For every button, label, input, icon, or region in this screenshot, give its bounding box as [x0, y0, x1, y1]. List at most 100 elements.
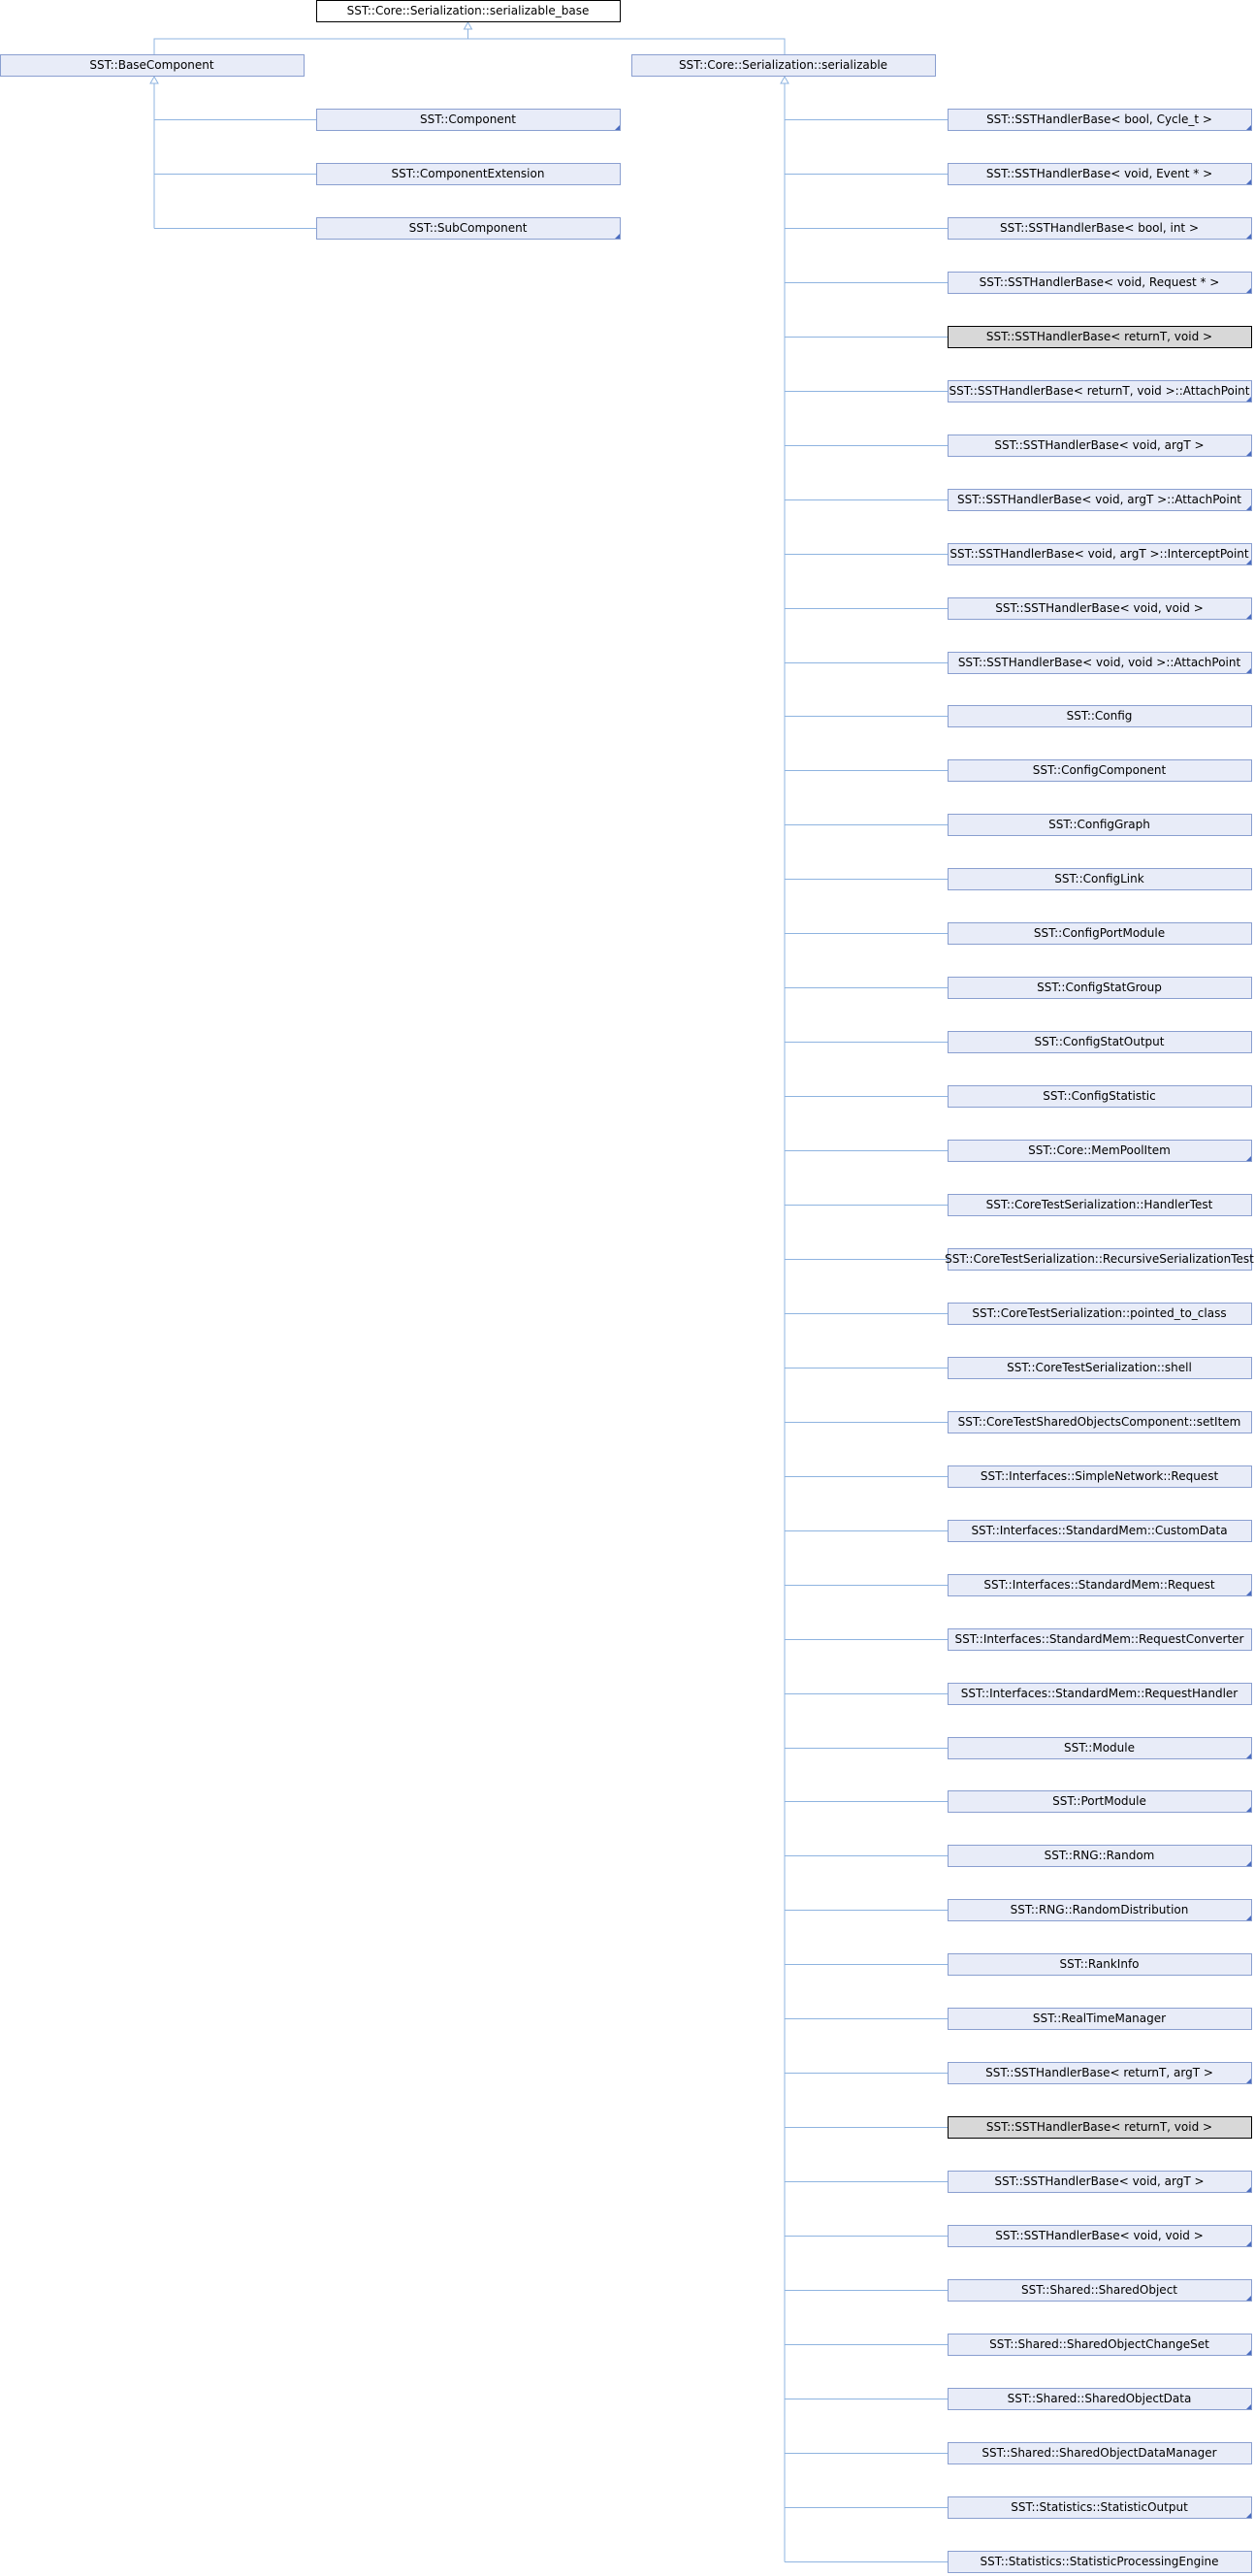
- subclass-sst-shared-sharedobjectdatamanager[interactable]: SST::Shared::SharedObjectDataManager: [948, 2442, 1252, 2464]
- class-box: [948, 2116, 1252, 2139]
- more-children-marker: [1246, 1916, 1251, 1920]
- subclass-sst-shared-sharedobjectchangeset[interactable]: SST::Shared::SharedObjectChangeSet: [948, 2334, 1252, 2356]
- class-box: [948, 2388, 1252, 2410]
- more-children-marker: [615, 125, 620, 130]
- subclass-sst-ssthandlerbase-void-argt[interactable]: SST::SSTHandlerBase< void, argT >: [948, 435, 1252, 457]
- class-label: SST::SSTHandlerBase< void, void >: [995, 601, 1204, 615]
- class-box: [948, 109, 1252, 131]
- subclass-sst-componentextension[interactable]: SST::ComponentExtension: [316, 163, 621, 185]
- subclass-sst-configstatoutput[interactable]: SST::ConfigStatOutput: [948, 1031, 1252, 1053]
- subclass-sst-configportmodule[interactable]: SST::ConfigPortModule: [948, 922, 1252, 945]
- class-label: SST::ComponentExtension: [392, 167, 545, 180]
- subclass-sst-realtimemanager[interactable]: SST::RealTimeManager: [948, 2008, 1252, 2030]
- class-box: [0, 54, 305, 77]
- subclass-sst-rng-random[interactable]: SST::RNG::Random: [948, 1845, 1252, 1867]
- subclass-sst-core-mempoolitem[interactable]: SST::Core::MemPoolItem: [948, 1140, 1252, 1162]
- parent-class-sst-basecomponent[interactable]: SST::BaseComponent: [0, 54, 305, 77]
- root-class-sst-core-serialization-serializable-base[interactable]: SST::Core::Serialization::serializable_b…: [316, 0, 621, 22]
- subclass-sst-ssthandlerbase-void-void[interactable]: SST::SSTHandlerBase< void, void >: [948, 2225, 1252, 2247]
- class-box: [948, 326, 1252, 348]
- more-children-marker: [1246, 234, 1251, 239]
- subclass-sst-configlink[interactable]: SST::ConfigLink: [948, 868, 1252, 890]
- class-label: SST::SSTHandlerBase< void, void >::Attac…: [958, 656, 1241, 669]
- edges: [149, 20, 948, 2562]
- subclass-sst-configstatistic[interactable]: SST::ConfigStatistic: [948, 1085, 1252, 1108]
- subclass-sst-configgraph[interactable]: SST::ConfigGraph: [948, 814, 1252, 836]
- subclass-sst-interfaces-standardmem-requestconverter[interactable]: SST::Interfaces::StandardMem::RequestCon…: [948, 1628, 1252, 1651]
- class-label: SST::SubComponent: [409, 221, 528, 235]
- class-box: [948, 272, 1252, 294]
- subclass-sst-ssthandlerbase-void-argt-attachpoint[interactable]: SST::SSTHandlerBase< void, argT >::Attac…: [948, 489, 1252, 511]
- class-label: SST::Core::Serialization::serializable: [679, 58, 887, 72]
- class-label: SST::Core::Serialization::serializable_b…: [347, 4, 590, 17]
- class-label: SST::Config: [1067, 709, 1133, 723]
- subclass-sst-ssthandlerbase-bool-int[interactable]: SST::SSTHandlerBase< bool, int >: [948, 217, 1252, 240]
- subclass-sst-coretestserialization-shell[interactable]: SST::CoreTestSerialization::shell: [948, 1357, 1252, 1379]
- subclass-sst-ssthandlerbase-returnt-void-attachpoint[interactable]: SST::SSTHandlerBase< returnT, void >::At…: [948, 380, 1252, 402]
- subclass-sst-configstatgroup[interactable]: SST::ConfigStatGroup: [948, 977, 1252, 999]
- class-label: SST::BaseComponent: [89, 58, 214, 72]
- parent-class-sst-core-serialization-serializable[interactable]: SST::Core::Serialization::serializable: [631, 54, 936, 77]
- subclass-sst-statistics-statisticprocessingengine[interactable]: SST::Statistics::StatisticProcessingEngi…: [948, 2551, 1252, 2573]
- more-children-marker: [1246, 668, 1251, 673]
- class-box: [948, 1411, 1252, 1433]
- class-label: SST::SSTHandlerBase< bool, Cycle_t >: [986, 113, 1212, 126]
- subclass-sst-component[interactable]: SST::Component: [316, 109, 621, 131]
- class-box: [948, 1031, 1252, 1053]
- class-box: [948, 1085, 1252, 1108]
- class-label: SST::Shared::SharedObjectData: [1008, 2392, 1192, 2405]
- class-label: SST::SSTHandlerBase< void, argT >::Inter…: [949, 547, 1249, 561]
- class-label: SST::PortModule: [1052, 1794, 1146, 1808]
- class-box: [948, 2496, 1252, 2519]
- class-label: SST::Statistics::StatisticOutput: [1011, 2500, 1188, 2514]
- subclass-sst-shared-sharedobjectdata[interactable]: SST::Shared::SharedObjectData: [948, 2388, 1252, 2410]
- subclass-sst-ssthandlerbase-returnt-argt[interactable]: SST::SSTHandlerBase< returnT, argT >: [948, 2062, 1252, 2084]
- subclass-sst-interfaces-standardmem-requesthandler[interactable]: SST::Interfaces::StandardMem::RequestHan…: [948, 1683, 1252, 1705]
- class-box: [948, 1899, 1252, 1921]
- class-label: SST::Interfaces::StandardMem::RequestCon…: [954, 1632, 1243, 1646]
- subclass-sst-ssthandlerbase-returnt-void[interactable]: SST::SSTHandlerBase< returnT, void >: [948, 326, 1252, 348]
- class-box: [948, 759, 1252, 782]
- more-children-marker: [1246, 2296, 1251, 2301]
- subclass-sst-ssthandlerbase-void-request[interactable]: SST::SSTHandlerBase< void, Request * >: [948, 272, 1252, 294]
- subclass-sst-ssthandlerbase-void-void-attachpoint[interactable]: SST::SSTHandlerBase< void, void >::Attac…: [948, 652, 1252, 674]
- more-children-marker: [1246, 451, 1251, 456]
- subclass-sst-ssthandlerbase-bool-cycle-t[interactable]: SST::SSTHandlerBase< bool, Cycle_t >: [948, 109, 1252, 131]
- subclass-sst-ssthandlerbase-void-void[interactable]: SST::SSTHandlerBase< void, void >: [948, 597, 1252, 620]
- subclass-sst-config[interactable]: SST::Config: [948, 705, 1252, 727]
- more-children-marker: [1246, 2404, 1251, 2409]
- subclass-sst-interfaces-standardmem-customdata[interactable]: SST::Interfaces::StandardMem::CustomData: [948, 1520, 1252, 1542]
- subclass-sst-rng-randomdistribution[interactable]: SST::RNG::RandomDistribution: [948, 1899, 1252, 1921]
- class-box: [948, 597, 1252, 620]
- subclass-sst-coretestsharedobjectscomponent-setitem[interactable]: SST::CoreTestSharedObjectsComponent::set…: [948, 1411, 1252, 1433]
- class-label: SST::SSTHandlerBase< void, argT >: [994, 438, 1204, 452]
- subclass-sst-statistics-statisticoutput[interactable]: SST::Statistics::StatisticOutput: [948, 2496, 1252, 2519]
- subclass-sst-ssthandlerbase-returnt-void[interactable]: SST::SSTHandlerBase< returnT, void >: [948, 2116, 1252, 2139]
- class-box: [948, 1574, 1252, 1596]
- subclass-sst-coretestserialization-pointed-to-class[interactable]: SST::CoreTestSerialization::pointed_to_c…: [948, 1303, 1252, 1325]
- more-children-marker: [1246, 1591, 1251, 1595]
- subclass-sst-ssthandlerbase-void-event[interactable]: SST::SSTHandlerBase< void, Event * >: [948, 163, 1252, 185]
- subclass-sst-configcomponent[interactable]: SST::ConfigComponent: [948, 759, 1252, 782]
- subclass-sst-portmodule[interactable]: SST::PortModule: [948, 1790, 1252, 1813]
- class-label: SST::Interfaces::StandardMem::CustomData: [971, 1524, 1227, 1537]
- subclass-sst-module[interactable]: SST::Module: [948, 1737, 1252, 1759]
- subclass-sst-coretestserialization-recursiveserializationtest[interactable]: SST::CoreTestSerialization::RecursiveSer…: [945, 1248, 1254, 1271]
- subclass-sst-ssthandlerbase-void-argt-interceptpoint[interactable]: SST::SSTHandlerBase< void, argT >::Inter…: [948, 543, 1252, 565]
- subclass-sst-interfaces-simplenetwork-request[interactable]: SST::Interfaces::SimpleNetwork::Request: [948, 1465, 1252, 1488]
- subclass-sst-subcomponent[interactable]: SST::SubComponent: [316, 217, 621, 240]
- class-box: [316, 217, 621, 240]
- class-label: SST::SSTHandlerBase< returnT, argT >: [985, 2066, 1213, 2079]
- class-label: SST::SSTHandlerBase< returnT, void >: [986, 330, 1212, 343]
- subclass-sst-shared-sharedobject[interactable]: SST::Shared::SharedObject: [948, 2279, 1252, 2302]
- class-box: [948, 489, 1252, 511]
- class-label: SST::SSTHandlerBase< void, Request * >: [980, 275, 1220, 289]
- class-label: SST::RankInfo: [1059, 1957, 1139, 1971]
- subclass-sst-ssthandlerbase-void-argt[interactable]: SST::SSTHandlerBase< void, argT >: [948, 2171, 1252, 2193]
- subclass-sst-rankinfo[interactable]: SST::RankInfo: [948, 1953, 1252, 1976]
- class-label: SST::Core::MemPoolItem: [1028, 1143, 1171, 1157]
- subclass-sst-coretestserialization-handlertest[interactable]: SST::CoreTestSerialization::HandlerTest: [948, 1194, 1252, 1216]
- class-box: [948, 1248, 1252, 1271]
- subclass-sst-interfaces-standardmem-request[interactable]: SST::Interfaces::StandardMem::Request: [948, 1574, 1252, 1596]
- class-box: [948, 543, 1252, 565]
